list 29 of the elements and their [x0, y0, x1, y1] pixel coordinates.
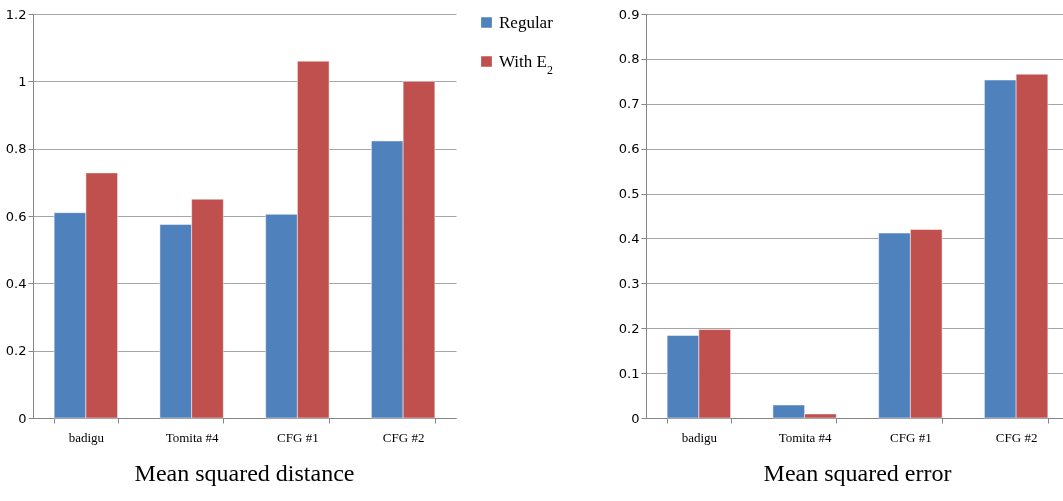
x-tick-label: CFG #2	[382, 429, 425, 445]
y-tick-label: 0.2	[618, 320, 640, 336]
y-tick-label: 0.8	[5, 141, 27, 157]
y-tick-label: 0.8	[618, 51, 640, 67]
x-tick-label: badigu	[68, 429, 105, 445]
y-tick-label: 0.7	[618, 96, 640, 112]
y-tick-label: 0.9	[618, 6, 640, 22]
y-tick-label: 0.2	[5, 343, 27, 359]
text: Mean squared error	[763, 460, 952, 486]
y-tick-label: 0.3	[618, 275, 640, 291]
y-tick-label: 0.4	[618, 230, 640, 246]
y-tick-label: 0.1	[618, 365, 640, 381]
x-tick-label: badigu	[681, 429, 718, 445]
y-tick-label: 1.2	[5, 6, 27, 22]
y-tick-label: 1	[18, 73, 27, 89]
y-tick-label: 0.6	[618, 141, 640, 157]
text: Mean squared distance	[134, 460, 355, 486]
x-tick-label: Tomita #4	[165, 429, 220, 445]
y-tick-label: 0.6	[5, 208, 27, 224]
legend-label: Regular	[499, 12, 554, 32]
x-tick-label: CFG #1	[277, 429, 319, 445]
y-tick-label: 0	[18, 410, 27, 426]
y-tick-label: 0.5	[618, 186, 640, 202]
legend-label: With E$_{2}$	[499, 51, 553, 77]
y-tick-label: 0	[631, 410, 640, 426]
x-tick-label: CFG #2	[995, 429, 1038, 445]
x-tick-label: Tomita #4	[778, 429, 833, 445]
x-tick-label: CFG #1	[890, 429, 932, 445]
y-tick-label: 0.4	[5, 275, 27, 291]
